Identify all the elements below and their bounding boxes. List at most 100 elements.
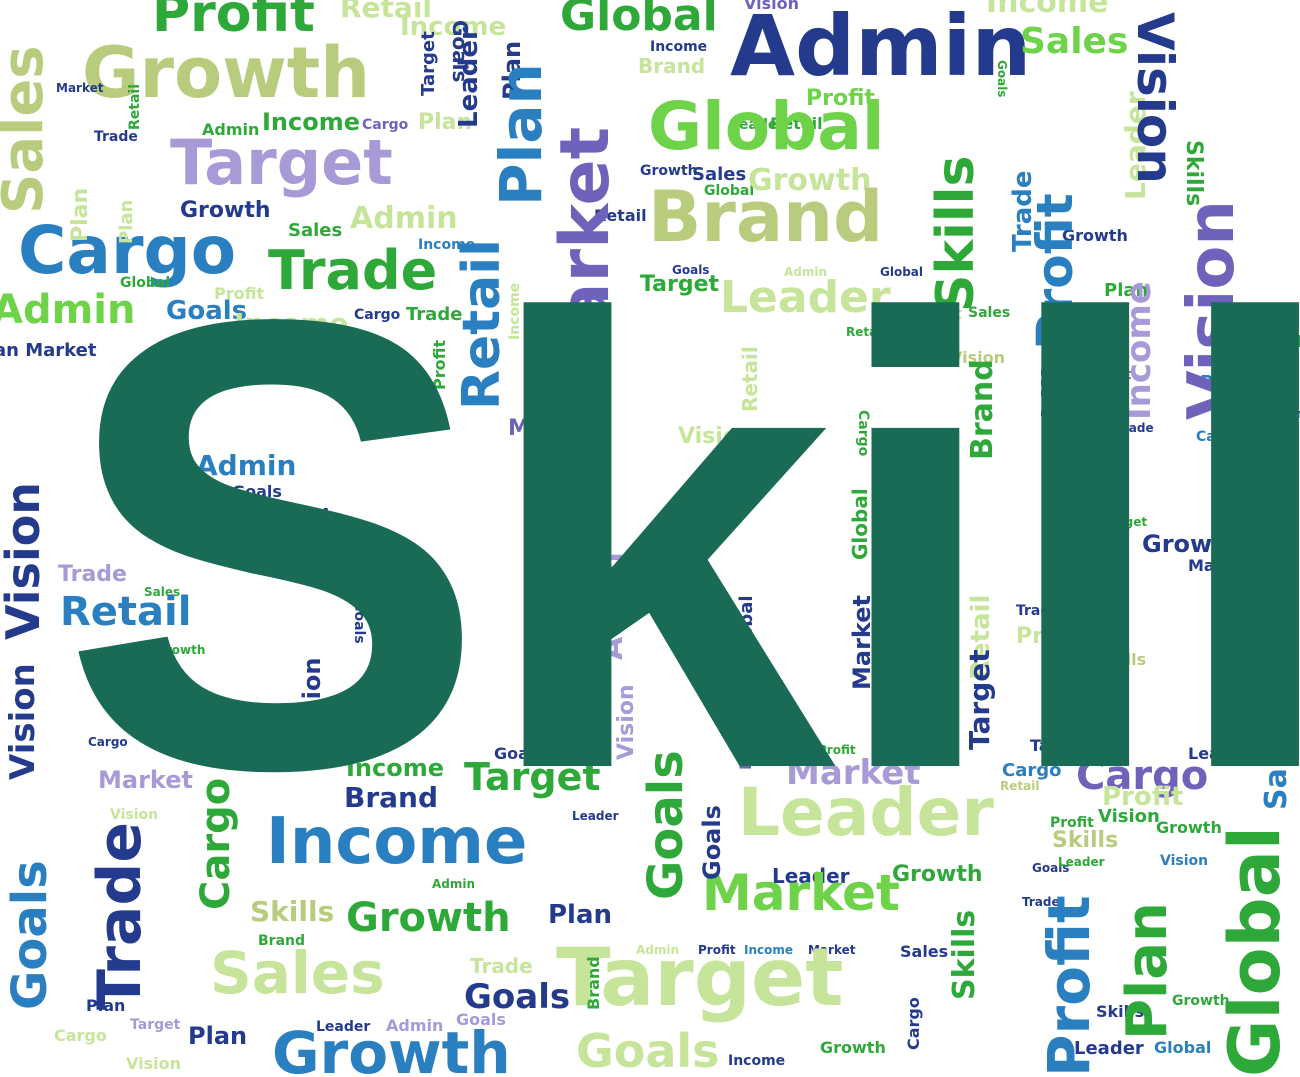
cloud-word: Sales: [1020, 21, 1129, 62]
cloud-word: Goals: [232, 482, 282, 501]
cloud-word: Income: [1266, 407, 1300, 421]
cloud-word: Global: [648, 88, 885, 165]
cloud-word: Retail: [60, 589, 192, 635]
cloud-word: Skills: [1096, 1002, 1145, 1021]
cloud-word: Global: [544, 399, 588, 413]
cloud-word: Retail: [594, 206, 647, 225]
cloud-word: Trade: [470, 954, 533, 978]
cloud-word: Target: [130, 1017, 181, 1033]
cloud-word: Income: [986, 0, 1109, 20]
cloud-word: Goals: [576, 1024, 720, 1077]
hero-word: Skills: [60, 187, 1300, 902]
cloud-word: Profit: [214, 284, 265, 303]
cloud-word: Vision: [1160, 853, 1209, 869]
cloud-word: Sales: [288, 220, 343, 241]
cloud-word: Profit: [1035, 895, 1103, 1077]
cloud-word: Goals: [274, 506, 343, 531]
cloud-word: Brand: [344, 781, 439, 814]
cloud-word: Vision: [950, 348, 1005, 367]
cloud-word: Growth: [1156, 818, 1222, 837]
cloud-word: Goals: [166, 296, 248, 326]
cloud-word: Cargo: [904, 997, 923, 1050]
cloud-word: Plan: [1104, 280, 1149, 301]
cloud-word: Plan: [86, 996, 126, 1015]
cloud-word: Admin: [636, 943, 680, 957]
cloud-word: Cargo: [54, 1026, 107, 1045]
cloud-word: Admin: [432, 877, 476, 891]
cloud-word: Skills: [1052, 828, 1119, 853]
cloud-word: Trade: [94, 129, 138, 145]
cloud-word: Sales: [968, 305, 1011, 321]
cloud-word: Cargo: [1196, 429, 1243, 445]
cloud-word: Goals: [464, 977, 571, 1017]
cloud-word: Profit: [912, 304, 963, 323]
cloud-word: Growth: [1142, 530, 1241, 558]
cloud-word: Market: [98, 766, 193, 794]
cloud-word: Cargo: [1076, 753, 1209, 799]
cloud-word: Sales: [1216, 719, 1259, 735]
cloud-word: Skills: [250, 895, 335, 928]
cloud-word: Trade: [1022, 895, 1060, 909]
cloud-word: an Market: [0, 340, 97, 361]
cloud-word: Brand: [258, 933, 306, 949]
cloud-word: Goals: [672, 263, 710, 277]
cloud-word: Market: [808, 943, 856, 957]
cloud-word: Leader: [738, 774, 994, 851]
cloud-word: Target: [556, 931, 844, 1024]
cloud-word: Global: [560, 0, 718, 41]
cloud-word: Target: [1030, 736, 1088, 755]
cloud-word: Profit: [806, 86, 875, 111]
cloud-word: Income: [262, 108, 361, 136]
cloud-word: Target: [640, 272, 720, 297]
cloud-word: Market: [1188, 556, 1252, 575]
cloud-word: Sales: [210, 939, 385, 1007]
cloud-word: Global: [880, 265, 924, 279]
cloud-word: Brand: [648, 176, 884, 258]
cloud-word: Plan: [188, 1022, 248, 1050]
cloud-word: Trade: [58, 562, 127, 587]
cloud-word: Target: [170, 126, 393, 199]
cloud-word: Sales: [144, 585, 181, 599]
cloud-word: Vision: [126, 1054, 181, 1073]
cloud-word: Admin: [350, 201, 458, 236]
cloud-word: Trade: [1016, 603, 1060, 619]
cloud-word: Skills: [947, 909, 982, 1000]
cloud-word: Market: [702, 864, 900, 922]
cloud-word: Income: [400, 12, 507, 42]
cloud-word: Trade: [1116, 421, 1154, 435]
cloud-word: Income: [418, 237, 476, 253]
cloud-word: Vision: [744, 0, 799, 13]
cloud-word: Profit: [152, 0, 315, 44]
cloud-word: Cargo: [362, 117, 409, 133]
cloud-word: Growth: [748, 163, 872, 198]
cloud-word: Trade: [406, 304, 463, 325]
cloud-word: Vision: [1126, 12, 1184, 184]
cloud-word: Vision: [678, 424, 754, 449]
cloud-word: Global: [1244, 332, 1300, 351]
cloud-word: Target: [464, 755, 601, 799]
cloud-word: Brand: [638, 54, 706, 78]
cloud-word: Income: [234, 307, 349, 340]
cloud-word: Growth: [820, 1038, 886, 1057]
cloud-word: Cargo: [88, 735, 128, 749]
cloud-word: Retail: [340, 0, 433, 24]
cloud-word: Plan: [418, 110, 473, 135]
cloud-word: Trade: [560, 747, 604, 763]
cloud-word: Leader: [720, 272, 891, 323]
cloud-word: Market: [508, 416, 596, 441]
cloud-word: Leader: [1188, 744, 1251, 763]
cloud-word: Leader: [1074, 1038, 1144, 1059]
cloud-word: Market: [786, 753, 921, 793]
cloud-word: Admin: [784, 265, 828, 279]
cloud-word: Goals: [456, 1010, 506, 1029]
cloud-word: Trade: [268, 239, 438, 302]
cloud-word: Growth: [180, 198, 271, 223]
cloud-word: Plan: [548, 900, 613, 930]
cloud-word: Goals: [995, 60, 1009, 98]
cloud-word: Global: [704, 183, 755, 199]
cloud-word: Admin: [202, 120, 260, 139]
cloud-word: Profit: [698, 943, 736, 957]
cloud-word: Plan: [487, 63, 555, 206]
cloud-word: Sales: [692, 164, 747, 185]
cloud-word: Target: [418, 31, 439, 96]
